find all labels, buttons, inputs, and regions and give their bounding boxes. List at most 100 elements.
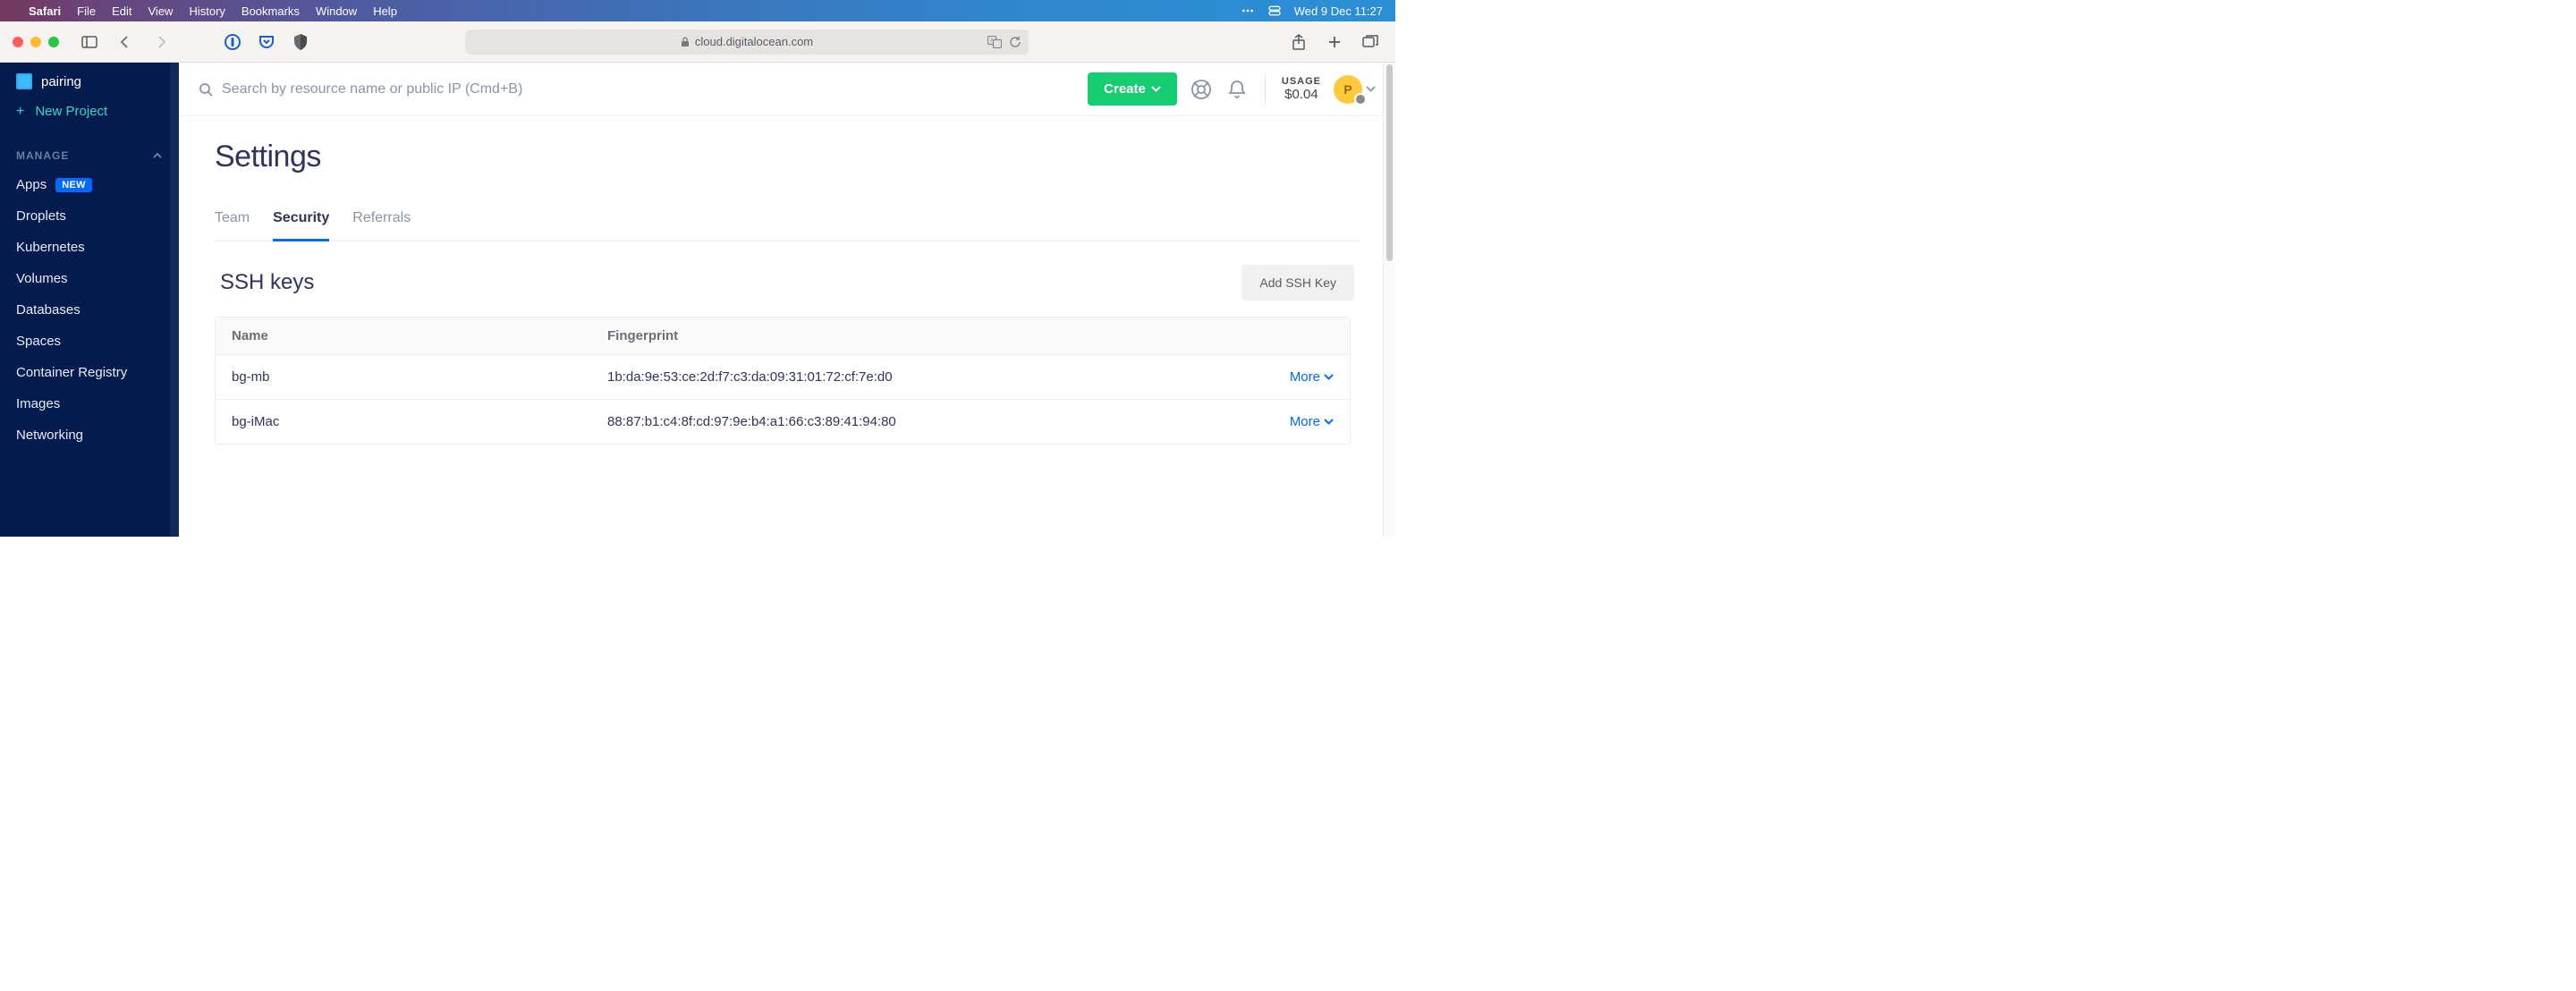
privacy-shield-icon[interactable] (288, 30, 313, 55)
sidebar-item-label: Kubernetes (16, 240, 85, 255)
sidebar-item-spaces[interactable]: Spaces (0, 326, 179, 357)
ssh-key-name: bg-mb (232, 369, 607, 385)
menu-file[interactable]: File (77, 4, 96, 18)
tabs: Team Security Referrals (215, 210, 1360, 241)
sidebar-item-label: Spaces (16, 334, 61, 349)
sidebar-item-networking[interactable]: Networking (0, 419, 179, 451)
search-placeholder: Search by resource name or public IP (Cm… (222, 81, 522, 97)
sidebar-toggle-icon[interactable] (77, 30, 102, 55)
page-title: Settings (215, 140, 1360, 174)
sidebar-item-label: Apps (16, 177, 47, 192)
control-center-icon[interactable] (1267, 4, 1282, 18)
translate-icon[interactable]: A (987, 36, 1002, 48)
topbar: Search by resource name or public IP (Cm… (179, 63, 1395, 116)
row-more-menu[interactable]: More (1290, 414, 1334, 429)
sidebar-item-volumes[interactable]: Volumes (0, 263, 179, 294)
search-input[interactable]: Search by resource name or public IP (Cm… (199, 81, 1075, 97)
sidebar-item-kubernetes[interactable]: Kubernetes (0, 232, 179, 263)
window-minimize-button[interactable] (30, 37, 41, 47)
table-row: bg-mb 1b:da:9e:53:ce:2d:f7:c3:da:09:31:0… (216, 355, 1350, 400)
menu-history[interactable]: History (189, 4, 225, 18)
chevron-up-icon (152, 152, 163, 159)
create-button[interactable]: Create (1088, 72, 1177, 106)
ssh-section-header: SSH keys Add SSH Key (215, 265, 1360, 301)
sidebar-item-container-registry[interactable]: Container Registry (0, 357, 179, 388)
new-project-label: New Project (35, 104, 107, 119)
sidebar-item-label: Databases (16, 302, 80, 318)
safari-toolbar: cloud.digitalocean.com A (0, 21, 1395, 63)
manage-label: MANAGE (16, 149, 69, 162)
create-label: Create (1104, 81, 1146, 97)
sidebar-item-label: Volumes (16, 271, 68, 286)
menu-window[interactable]: Window (316, 4, 357, 18)
divider (1265, 74, 1266, 105)
chevron-down-icon (1366, 86, 1376, 92)
main-panel: Search by resource name or public IP (Cm… (179, 63, 1395, 537)
sidebar-item-images[interactable]: Images (0, 388, 179, 419)
sidebar-item-label: Images (16, 396, 60, 411)
menu-edit[interactable]: Edit (112, 4, 131, 18)
nav-back-button[interactable] (113, 30, 138, 55)
column-fingerprint: Fingerprint (607, 328, 1235, 343)
sidebar-item-label: Droplets (16, 208, 66, 224)
sidebar-item-label: Networking (16, 428, 83, 443)
sidebar-item-apps[interactable]: Apps NEW (0, 169, 179, 200)
project-icon (16, 73, 32, 89)
manage-section-header[interactable]: MANAGE (0, 133, 179, 169)
new-project-button[interactable]: + New Project (0, 97, 179, 133)
tab-team[interactable]: Team (215, 210, 250, 241)
new-tab-icon[interactable] (1322, 30, 1347, 55)
reload-icon[interactable] (1009, 36, 1021, 48)
menubar-datetime[interactable]: Wed 9 Dec 11:27 (1294, 4, 1383, 18)
usage-value: $0.04 (1282, 87, 1321, 102)
window-maximize-button[interactable] (48, 37, 59, 47)
menubar-app-name[interactable]: Safari (29, 4, 61, 18)
more-label: More (1290, 369, 1320, 385)
support-icon[interactable] (1190, 78, 1213, 101)
ssh-keys-table: Name Fingerprint bg-mb 1b:da:9e:53:ce:2d… (215, 317, 1351, 445)
column-actions (1235, 328, 1334, 343)
sidebar-project[interactable]: pairing (0, 63, 179, 97)
menu-bookmarks[interactable]: Bookmarks (242, 4, 300, 18)
ssh-key-fingerprint: 1b:da:9e:53:ce:2d:f7:c3:da:09:31:01:72:c… (607, 369, 1235, 385)
row-more-menu[interactable]: More (1290, 369, 1334, 385)
main-scrollbar[interactable] (1383, 63, 1395, 537)
ssh-key-fingerprint: 88:87:b1:c4:8f:cd:97:9e:b4:a1:66:c3:89:4… (607, 414, 1235, 429)
add-ssh-key-button[interactable]: Add SSH Key (1241, 265, 1354, 301)
sidebar-scroll-track (170, 63, 179, 537)
sidebar: pairing + New Project MANAGE Apps NEW Dr… (0, 63, 179, 537)
nav-forward-button[interactable] (148, 30, 174, 55)
project-name: pairing (41, 74, 81, 89)
svg-text:A: A (990, 38, 994, 44)
share-icon[interactable] (1286, 30, 1311, 55)
address-url: cloud.digitalocean.com (695, 35, 813, 48)
window-controls (13, 37, 59, 47)
tab-security[interactable]: Security (273, 210, 329, 241)
new-badge: NEW (55, 178, 92, 192)
onepassword-extension-icon[interactable] (220, 30, 245, 55)
table-header: Name Fingerprint (216, 318, 1350, 355)
column-name: Name (232, 328, 607, 343)
scrollbar-thumb[interactable] (1386, 64, 1393, 261)
window-close-button[interactable] (13, 37, 23, 47)
menu-view[interactable]: View (148, 4, 174, 18)
chevron-down-icon (1151, 86, 1161, 92)
notifications-icon[interactable] (1225, 78, 1249, 101)
usage-label: USAGE (1282, 76, 1321, 88)
account-menu[interactable]: P (1334, 75, 1376, 104)
sidebar-item-databases[interactable]: Databases (0, 294, 179, 326)
lock-icon (681, 37, 690, 47)
pocket-extension-icon[interactable] (254, 30, 279, 55)
menu-help[interactable]: Help (373, 4, 397, 18)
menubar-overflow-icon[interactable] (1241, 4, 1255, 18)
tab-referrals[interactable]: Referrals (352, 210, 411, 241)
search-icon (199, 82, 213, 97)
table-row: bg-iMac 88:87:b1:c4:8f:cd:97:9e:b4:a1:66… (216, 400, 1350, 444)
sidebar-item-droplets[interactable]: Droplets (0, 200, 179, 232)
tabs-overview-icon[interactable] (1358, 30, 1383, 55)
plus-icon: + (16, 105, 24, 119)
content-area: Settings Team Security Referrals SSH key… (179, 116, 1395, 445)
usage-display[interactable]: USAGE $0.04 (1282, 76, 1321, 103)
sidebar-item-label: Container Registry (16, 365, 127, 380)
address-bar[interactable]: cloud.digitalocean.com A (465, 30, 1029, 55)
